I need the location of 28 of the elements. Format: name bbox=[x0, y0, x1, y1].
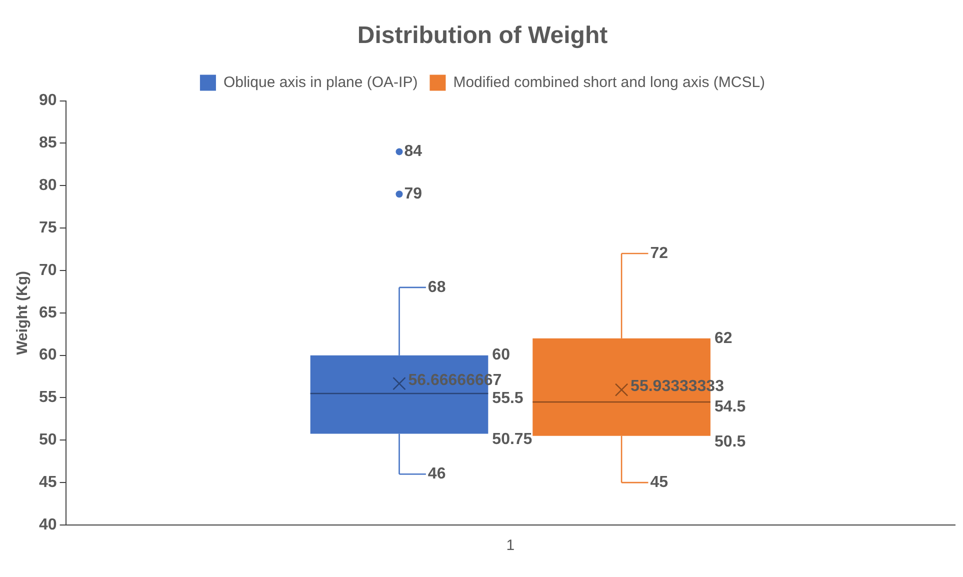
y-tick-label: 60 bbox=[39, 346, 57, 364]
annotation: 60 bbox=[492, 346, 510, 364]
y-tick-label: 45 bbox=[39, 474, 57, 491]
annotation: 79 bbox=[404, 186, 422, 203]
y-tick-label: 50 bbox=[39, 432, 57, 449]
y-tick-label: 85 bbox=[39, 134, 57, 152]
annotation: 62 bbox=[714, 330, 732, 347]
chart-title: Distribution of Weight bbox=[357, 22, 608, 50]
annotation: 55.5 bbox=[492, 390, 524, 407]
annotation: 72 bbox=[650, 244, 668, 262]
y-tick-label: 40 bbox=[39, 516, 57, 534]
annotation: 50.75 bbox=[492, 431, 532, 448]
legend-label: Oblique axis in plane (OA-IP) bbox=[223, 74, 418, 91]
y-tick-label: 55 bbox=[39, 389, 57, 406]
y-tick-label: 70 bbox=[39, 262, 57, 279]
y-tick-label: 65 bbox=[39, 304, 57, 322]
x-tick-label: 1 bbox=[506, 537, 515, 554]
annotation: 84 bbox=[404, 143, 422, 160]
annotation: 54.5 bbox=[714, 398, 746, 416]
legend-label: Modified combined short and long axis (MCSL) bbox=[453, 74, 766, 91]
annotation: 68 bbox=[428, 278, 446, 296]
y-tick-label: 80 bbox=[39, 177, 57, 194]
y-tick-label: 90 bbox=[39, 92, 57, 110]
annotation: 46 bbox=[428, 466, 446, 482]
y-axis-title: Weight (Kg) bbox=[14, 270, 32, 355]
annotation: 50.5 bbox=[714, 433, 746, 450]
y-tick-label: 75 bbox=[39, 219, 57, 236]
annotation: 45 bbox=[650, 474, 668, 491]
